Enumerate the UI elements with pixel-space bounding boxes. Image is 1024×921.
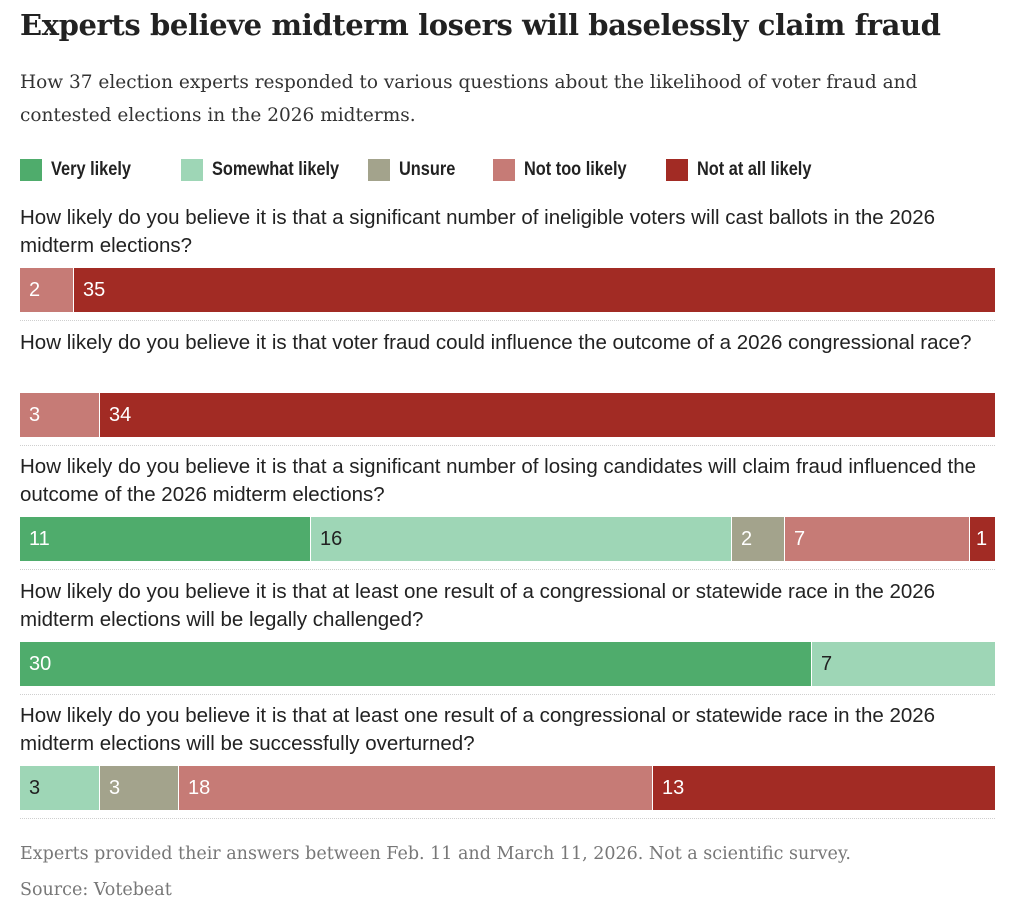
legend-swatch: [368, 159, 390, 181]
data-label: 30: [29, 652, 52, 675]
legend-label: Not at all likely: [697, 159, 812, 180]
legend-label: Somewhat likely: [212, 159, 340, 180]
bar-segment: 3: [20, 766, 99, 810]
question-label: How likely do you believe it is that at …: [20, 704, 936, 755]
bar-segment: 30: [20, 641, 811, 686]
bar-segment: 3: [99, 766, 178, 810]
legend-label: Unsure: [399, 159, 456, 180]
legend-label: Not too likely: [524, 159, 627, 180]
data-label: 16: [320, 528, 343, 550]
row-divider: [20, 320, 995, 321]
bar-segment: 18: [178, 766, 652, 810]
question-label: How likely do you believe it is that vot…: [20, 330, 972, 354]
data-label: 3: [29, 777, 41, 799]
bar-segment: 3: [20, 392, 99, 437]
bar-segment: 35: [73, 268, 995, 312]
data-label: 7: [821, 652, 833, 675]
bar-segment: 7: [811, 641, 995, 686]
data-label: 2: [741, 528, 753, 550]
chart-title: Experts believe midterm losers will base…: [20, 8, 941, 42]
stacked-bar: 30 7: [20, 641, 995, 686]
bar-segment: 2: [20, 268, 73, 312]
data-label: 35: [83, 279, 106, 301]
footnote: Experts provided their answers between F…: [20, 844, 851, 864]
stacked-bar: 2 35: [20, 268, 995, 312]
row-divider: [20, 569, 995, 570]
legend-swatch: [20, 159, 42, 181]
stacked-bar: 11 16 2 7 1: [20, 517, 995, 561]
data-label: 11: [29, 528, 50, 550]
data-label: 13: [662, 777, 685, 799]
row-divider: [20, 693, 995, 695]
legend-swatch: [181, 159, 203, 181]
data-label: 7: [794, 528, 806, 550]
row-divider: [20, 444, 995, 446]
bar-segment: 13: [652, 766, 995, 810]
chart-subtitle: How 37 election experts responded to var…: [20, 72, 918, 126]
bar-segment: 11: [20, 517, 310, 561]
legend-label: Very likely: [51, 159, 131, 180]
row-divider: [20, 818, 995, 819]
question-label: How likely do you believe it is that a s…: [20, 455, 977, 506]
data-label: 2: [29, 279, 41, 301]
bar-segment: 1: [969, 517, 995, 561]
legend-swatch: [666, 159, 688, 181]
data-label: 18: [188, 777, 211, 799]
data-label: 34: [109, 403, 132, 426]
question-label: How likely do you believe it is that a s…: [20, 206, 936, 257]
question-label: How likely do you believe it is that at …: [20, 579, 936, 631]
stacked-bar: 3 3 18 13: [20, 766, 995, 810]
source-note: Source: Votebeat: [20, 880, 172, 900]
stacked-bar: 3 34: [20, 392, 995, 437]
legend-swatch: [493, 159, 515, 181]
legend: Very likely Somewhat likely Unsure Not too …: [20, 156, 995, 184]
data-label: 1: [976, 528, 988, 550]
bar-segment: 7: [784, 517, 969, 561]
data-label: 3: [109, 777, 121, 799]
bar-segment: 16: [310, 517, 731, 561]
bar-segment: 2: [731, 517, 784, 561]
bar-segment: 34: [99, 392, 995, 437]
data-label: 3: [29, 403, 41, 426]
